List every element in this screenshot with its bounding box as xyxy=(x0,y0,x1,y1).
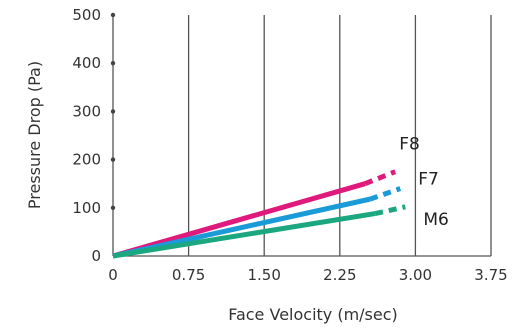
series-label-m6: M6 xyxy=(423,210,448,230)
axes xyxy=(110,12,491,257)
y-axis-title: Pressure Drop (Pa) xyxy=(25,61,44,209)
x-tick-label: 3.00 xyxy=(399,266,432,284)
y-tick-mark xyxy=(110,61,116,66)
y-tick-label: 200 xyxy=(72,151,101,169)
series-label-f7: F7 xyxy=(418,170,439,190)
y-tick-mark xyxy=(110,12,116,18)
y-tick-labels: 0 100 200 300 400 500 xyxy=(72,6,101,265)
series-solid-line xyxy=(112,196,371,259)
x-axis-title: Face Velocity (m/sec) xyxy=(228,305,398,324)
y-tick-label: 300 xyxy=(72,102,101,120)
x-tick-label: 0.75 xyxy=(172,266,205,284)
y-tick-mark xyxy=(110,205,116,210)
series-solid-line xyxy=(112,181,366,259)
y-tick-label: 0 xyxy=(91,247,101,265)
x-tick-label: 1.50 xyxy=(247,266,280,284)
series-dashed-line xyxy=(364,169,397,187)
x-tick-label: 0 xyxy=(108,266,118,284)
series-solid-line xyxy=(112,211,376,259)
grid-lines xyxy=(187,15,492,256)
series-m6 xyxy=(112,204,406,259)
series-f8 xyxy=(112,169,397,259)
y-tick-mark xyxy=(110,157,116,162)
y-tick-mark xyxy=(110,109,116,114)
y-tick-label: 500 xyxy=(72,6,101,24)
x-tick-label: 3.75 xyxy=(474,266,507,284)
series-label-f8: F8 xyxy=(399,135,420,155)
y-tick-label: 400 xyxy=(72,54,101,72)
x-tick-label: 2.25 xyxy=(323,266,356,284)
y-tick-label: 100 xyxy=(72,199,101,217)
series-lines xyxy=(112,169,406,259)
series-dashed-line xyxy=(369,186,402,202)
series-f7 xyxy=(112,186,402,259)
x-tick-labels: 0 0.75 1.50 2.25 3.00 3.75 xyxy=(108,266,507,284)
series-labels: F8 F7 M6 xyxy=(399,135,449,230)
series-dashed-line xyxy=(374,204,406,217)
